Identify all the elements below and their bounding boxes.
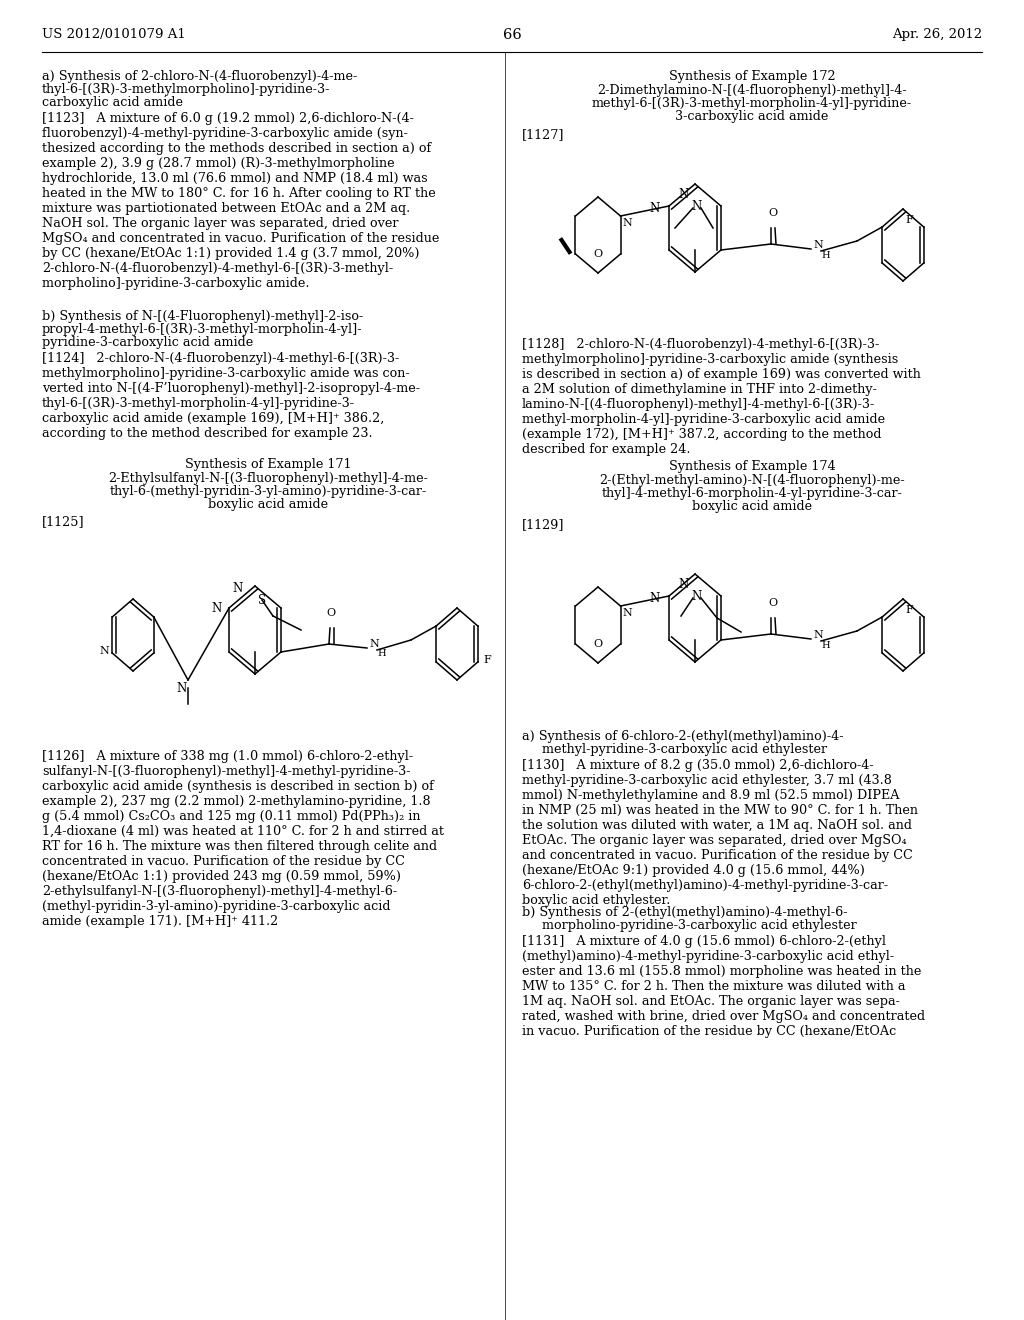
Text: carboxylic acid amide: carboxylic acid amide [42, 96, 183, 110]
Text: H: H [821, 640, 829, 649]
Text: morpholino-pyridine-3-carboxylic acid ethylester: morpholino-pyridine-3-carboxylic acid et… [542, 919, 857, 932]
Text: boxylic acid amide: boxylic acid amide [692, 500, 812, 513]
Text: propyl-4-methyl-6-[(3R)-3-methyl-morpholin-4-yl]-: propyl-4-methyl-6-[(3R)-3-methyl-morphol… [42, 323, 362, 337]
Text: [1123]   A mixture of 6.0 g (19.2 mmol) 2,6-dichloro-N-(4-
fluorobenzyl)-4-methy: [1123] A mixture of 6.0 g (19.2 mmol) 2,… [42, 112, 439, 290]
Text: Apr. 26, 2012: Apr. 26, 2012 [892, 28, 982, 41]
Text: O: O [768, 209, 777, 218]
Text: b) Synthesis of N-[(4-Fluorophenyl)-methyl]-2-iso-: b) Synthesis of N-[(4-Fluorophenyl)-meth… [42, 310, 364, 323]
Text: N: N [232, 582, 243, 594]
Text: N: N [679, 187, 689, 201]
Text: [1127]: [1127] [522, 128, 564, 141]
Text: N: N [813, 630, 822, 640]
Text: H: H [821, 251, 829, 260]
Text: [1128]   2-chloro-N-(4-fluorobenzyl)-4-methyl-6-[(3R)-3-
methylmorpholino]-pyrid: [1128] 2-chloro-N-(4-fluorobenzyl)-4-met… [522, 338, 921, 455]
Text: N: N [679, 578, 689, 591]
Text: thyl-6-(methyl-pyridin-3-yl-amino)-pyridine-3-car-: thyl-6-(methyl-pyridin-3-yl-amino)-pyrid… [110, 484, 427, 498]
Text: methyl-pyridine-3-carboxylic acid ethylester: methyl-pyridine-3-carboxylic acid ethyle… [542, 743, 827, 756]
Text: F: F [483, 655, 492, 665]
Text: N: N [623, 609, 632, 618]
Text: N: N [692, 590, 702, 603]
Text: 2-Ethylsulfanyl-N-[(3-fluorophenyl)-methyl]-4-me-: 2-Ethylsulfanyl-N-[(3-fluorophenyl)-meth… [109, 473, 428, 484]
Text: N: N [813, 240, 822, 249]
Text: [1125]: [1125] [42, 515, 85, 528]
Text: 2-(Ethyl-methyl-amino)-N-[(4-fluorophenyl)-me-: 2-(Ethyl-methyl-amino)-N-[(4-fluoropheny… [599, 474, 905, 487]
Text: N: N [177, 682, 187, 696]
Text: US 2012/0101079 A1: US 2012/0101079 A1 [42, 28, 185, 41]
Text: F: F [905, 215, 912, 224]
Text: [1124]   2-chloro-N-(4-fluorobenzyl)-4-methyl-6-[(3R)-3-
methylmorpholino]-pyrid: [1124] 2-chloro-N-(4-fluorobenzyl)-4-met… [42, 352, 420, 440]
Text: O: O [594, 639, 602, 649]
Text: N: N [99, 645, 110, 656]
Text: a) Synthesis of 2-chloro-N-(4-fluorobenzyl)-4-me-: a) Synthesis of 2-chloro-N-(4-fluorobenz… [42, 70, 357, 83]
Text: Synthesis of Example 172: Synthesis of Example 172 [669, 70, 836, 83]
Text: [1126]   A mixture of 338 mg (1.0 mmol) 6-chloro-2-ethyl-
sulfanyl-N-[(3-fluorop: [1126] A mixture of 338 mg (1.0 mmol) 6-… [42, 750, 444, 928]
Text: O: O [768, 598, 777, 609]
Text: 66: 66 [503, 28, 521, 42]
Text: Synthesis of Example 174: Synthesis of Example 174 [669, 459, 836, 473]
Text: [1131]   A mixture of 4.0 g (15.6 mmol) 6-chloro-2-(ethyl
(methyl)amino)-4-methy: [1131] A mixture of 4.0 g (15.6 mmol) 6-… [522, 935, 925, 1038]
Text: N: N [623, 218, 632, 228]
Text: thyl-6-[(3R)-3-methylmorpholino]-pyridine-3-: thyl-6-[(3R)-3-methylmorpholino]-pyridin… [42, 83, 331, 96]
Text: a) Synthesis of 6-chloro-2-(ethyl(methyl)amino)-4-: a) Synthesis of 6-chloro-2-(ethyl(methyl… [522, 730, 844, 743]
Text: N: N [650, 202, 660, 214]
Text: Synthesis of Example 171: Synthesis of Example 171 [185, 458, 352, 471]
Text: O: O [327, 609, 336, 618]
Text: S: S [258, 594, 266, 607]
Text: b) Synthesis of 2-(ethyl(methyl)amino)-4-methyl-6-: b) Synthesis of 2-(ethyl(methyl)amino)-4… [522, 906, 848, 919]
Text: 3-carboxylic acid amide: 3-carboxylic acid amide [675, 110, 828, 123]
Text: N: N [212, 602, 222, 615]
Text: methyl-6-[(3R)-3-methyl-morpholin-4-yl]-pyridine-: methyl-6-[(3R)-3-methyl-morpholin-4-yl]-… [592, 96, 912, 110]
Text: O: O [594, 249, 602, 259]
Text: H: H [377, 649, 386, 659]
Text: 2-Dimethylamino-N-[(4-fluorophenyl)-methyl]-4-: 2-Dimethylamino-N-[(4-fluorophenyl)-meth… [597, 84, 907, 96]
Text: boxylic acid amide: boxylic acid amide [209, 498, 329, 511]
Text: [1130]   A mixture of 8.2 g (35.0 mmol) 2,6-dichloro-4-
methyl-pyridine-3-carbox: [1130] A mixture of 8.2 g (35.0 mmol) 2,… [522, 759, 918, 907]
Text: N: N [692, 201, 702, 213]
Text: F: F [905, 605, 912, 615]
Text: pyridine-3-carboxylic acid amide: pyridine-3-carboxylic acid amide [42, 337, 253, 348]
Text: thyl]-4-methyl-6-morpholin-4-yl-pyridine-3-car-: thyl]-4-methyl-6-morpholin-4-yl-pyridine… [601, 487, 902, 500]
Text: [1129]: [1129] [522, 517, 564, 531]
Text: N: N [369, 639, 379, 649]
Text: N: N [650, 591, 660, 605]
